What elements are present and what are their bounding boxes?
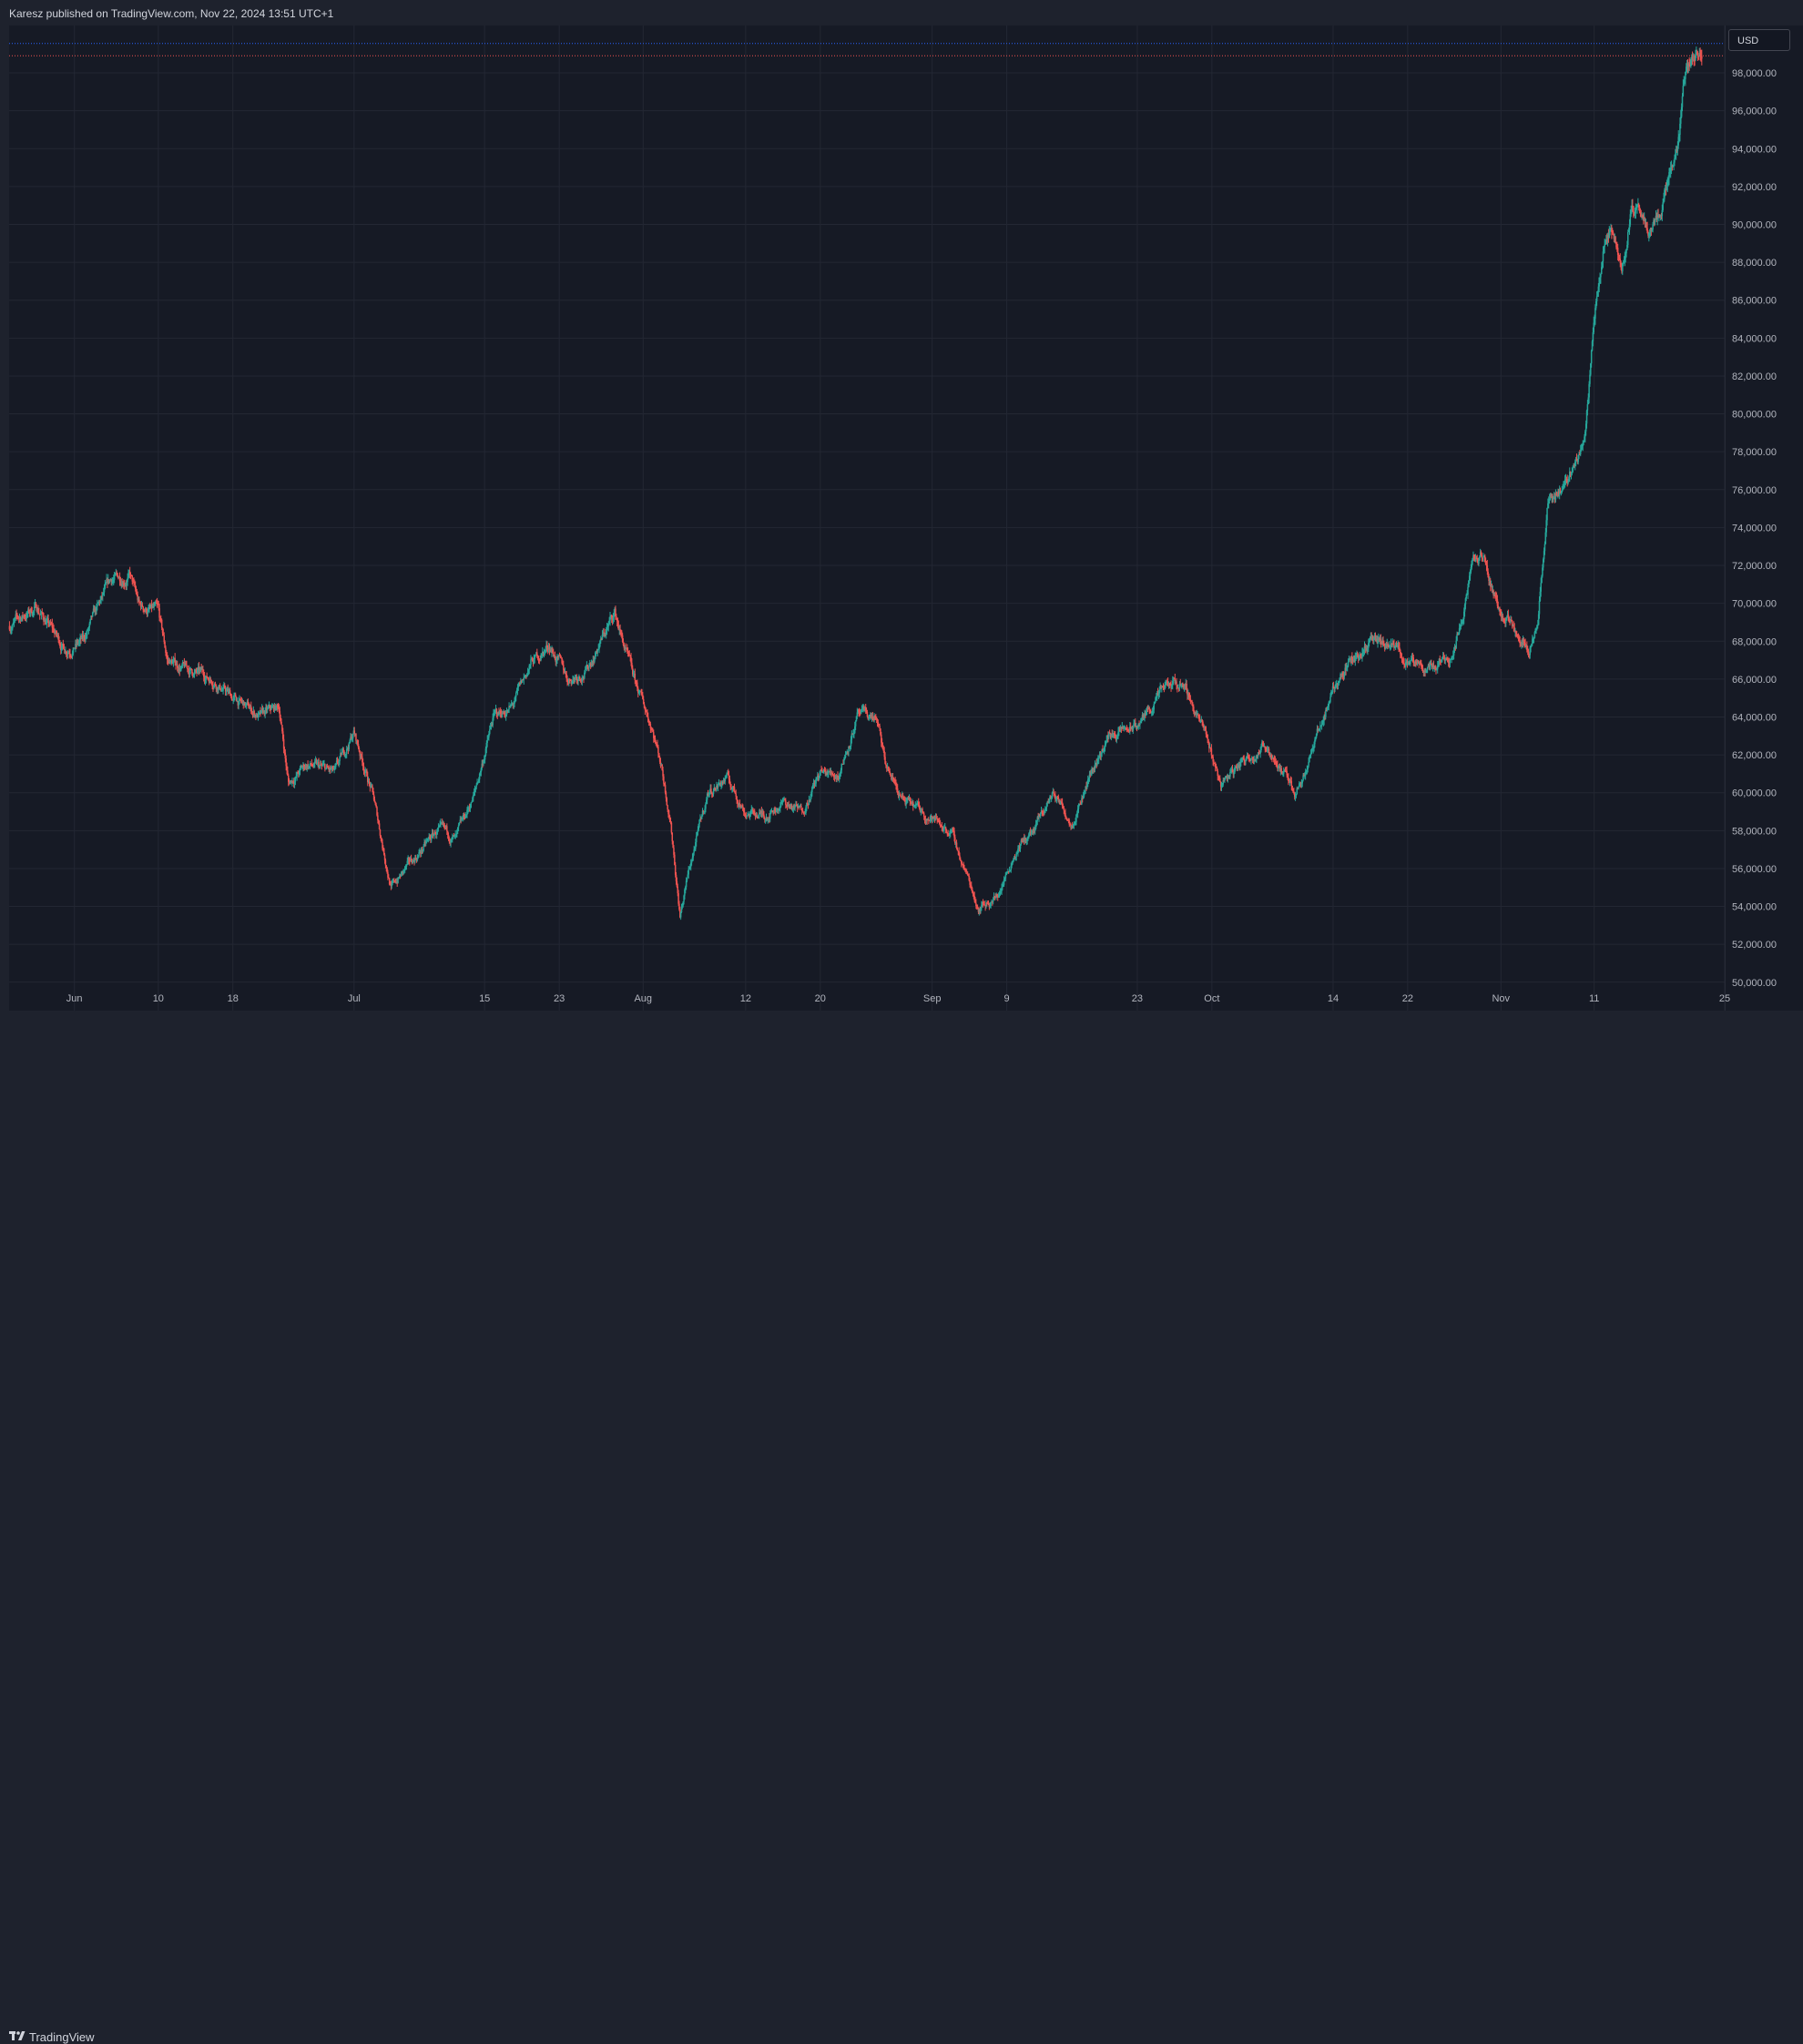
candle-body [672,833,674,841]
candle-body [671,823,673,833]
candle-body [878,722,880,724]
candle-body [219,685,221,688]
candle-body [1044,813,1045,814]
candle [471,802,473,808]
candle-body [687,878,688,880]
candle-body [355,734,357,740]
candle-body [1245,761,1247,762]
candle-body [990,902,992,906]
candle-body [845,755,847,758]
candle [667,797,668,806]
candle-body [380,829,382,836]
candle-body [946,829,948,832]
candles [9,46,1703,920]
candle-body [680,912,682,917]
candle-body [341,753,343,755]
candle-body [667,805,668,809]
candle-body [957,849,959,850]
candle-body [489,729,491,734]
candle-body [769,814,771,819]
candle [63,644,65,650]
candle-body [657,747,659,753]
candle-body [1207,735,1208,739]
candle-body [161,620,163,628]
candle-body [713,791,715,794]
candle [524,674,525,685]
candle-body [1154,704,1156,709]
candle-body [1139,723,1141,725]
grid-lines [9,25,1725,1011]
candle [1009,867,1011,873]
candle-body [270,708,272,710]
candle-body [486,740,488,743]
candle-body [667,798,668,806]
candle-body [280,722,282,725]
candle-body [710,788,712,792]
candle-body [867,712,869,717]
candle-body [879,726,881,728]
candle-body [471,802,473,803]
candle [324,764,326,772]
candle-body [530,659,532,665]
candle-body [475,785,477,787]
candle-body [515,693,517,697]
candle-body [734,788,736,791]
candle-body [1005,875,1007,879]
candle-body [701,817,703,819]
candle-body [830,771,832,773]
candle-body [1213,761,1215,762]
candle-body [1064,808,1065,810]
candle-body [1280,768,1282,772]
candle-body [705,804,707,809]
candle-body [663,777,665,784]
candle-body [379,823,381,829]
candle-body [696,836,698,842]
candle-body [114,575,116,580]
candle-body [352,734,354,739]
candle-body [841,764,843,770]
candle-body [324,764,326,768]
candle-body [900,795,902,796]
candlestick-chart[interactable]: 50,000.0052,000.0054,000.0056,000.0058,0… [0,0,1803,1042]
candle-body [231,697,233,700]
candle-body [1182,683,1184,684]
candle-body [97,604,98,606]
candle-body [1211,748,1213,755]
candle-body [635,674,637,680]
candle-body [226,691,228,692]
price-marker-lines [9,44,1725,56]
candle-body [38,613,40,615]
candle-body [372,786,373,788]
candle-body [785,800,787,805]
candle-body [63,645,65,650]
candle-body [726,774,728,778]
candle-body [579,677,581,679]
candle-body [1116,739,1118,740]
candle-body [1053,792,1054,794]
candle-body [385,860,387,866]
candle-body [471,802,473,808]
candle-body [12,625,14,628]
candle-body [446,826,448,830]
candle-body [142,606,144,610]
candle-body [142,605,144,606]
candle-body [855,721,857,726]
candle-body [153,605,155,607]
candle-body [1219,778,1221,782]
candle-body [1176,681,1177,685]
candle-body [754,811,756,814]
